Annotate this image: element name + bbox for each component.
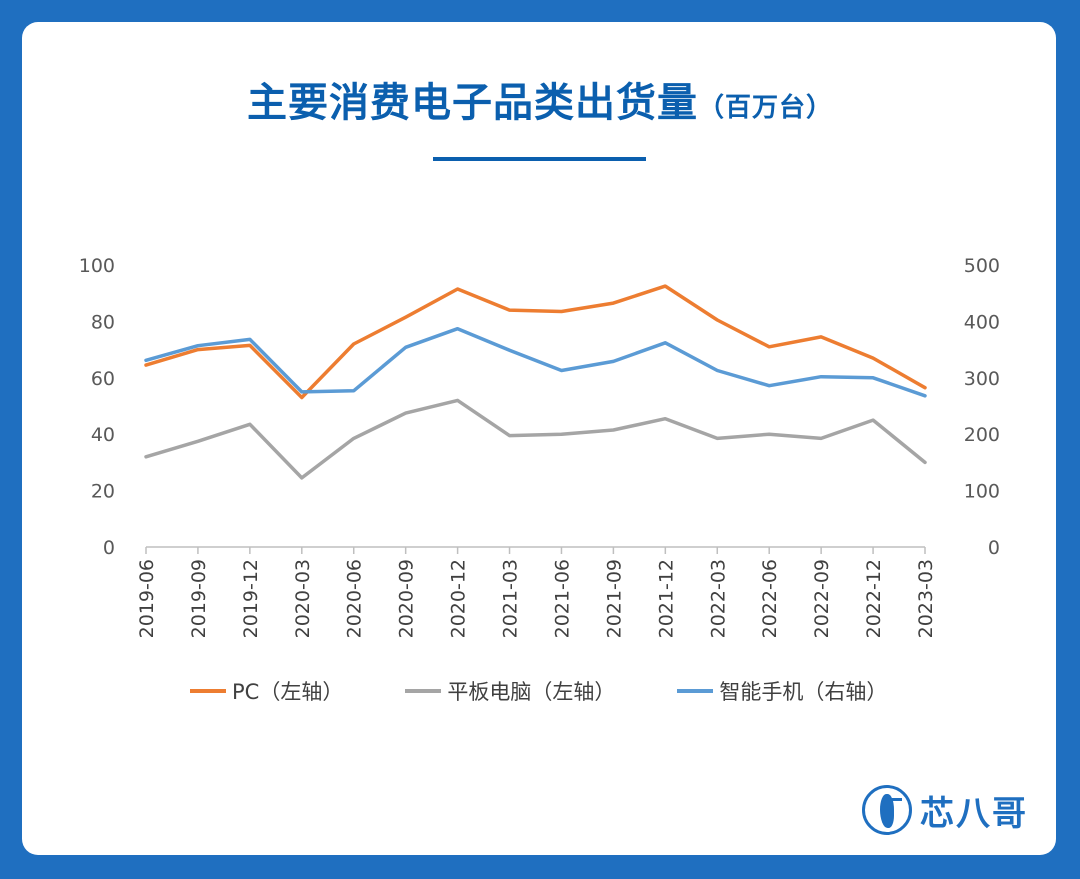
kingfisher-logo-icon xyxy=(862,785,912,835)
x-tick-label: 2022-12 xyxy=(863,559,885,638)
y-left-tick-label: 0 xyxy=(103,537,115,559)
x-tick-label: 2020-06 xyxy=(344,559,366,638)
legend-swatch-pc xyxy=(190,689,226,693)
legend-item-smartphone: 智能手机（右轴） xyxy=(677,676,887,706)
y-left-tick-label: 40 xyxy=(91,424,115,446)
x-tick-label: 2023-03 xyxy=(915,559,937,638)
x-tick-label: 2022-03 xyxy=(707,559,729,638)
x-tick-label: 2020-03 xyxy=(292,559,314,638)
series-line-pc xyxy=(144,284,927,400)
x-tick-label: 2021-06 xyxy=(551,559,573,638)
x-tick-label: 2022-09 xyxy=(811,559,833,638)
legend-item-tablet: 平板电脑（左轴） xyxy=(405,676,615,706)
x-tick-label: 2020-12 xyxy=(448,559,470,638)
y-left-tick-label: 100 xyxy=(79,255,115,277)
y-right-tick-label: 0 xyxy=(988,537,1000,559)
series-line-smartphone xyxy=(144,326,927,398)
title-text: 主要消费电子品类出货量 xyxy=(246,80,698,126)
brand-name: 芯八哥 xyxy=(920,793,1028,834)
brand: 芯八哥 xyxy=(862,782,1028,838)
y-right-tick-label: 400 xyxy=(964,311,1000,333)
title-unit: （百万台） xyxy=(697,93,833,123)
x-tick-label: 2022-06 xyxy=(759,559,781,638)
y-left-tick-label: 80 xyxy=(91,311,115,333)
y-right-tick-label: 200 xyxy=(964,424,1000,446)
x-tick-label: 2019-12 xyxy=(240,559,262,638)
legend-swatch-smartphone xyxy=(677,689,714,693)
legend-item-pc: PC（左轴） xyxy=(190,676,343,706)
legend-swatch-tablet xyxy=(405,689,442,693)
title-underline xyxy=(433,157,646,161)
x-tick-label: 2021-12 xyxy=(655,559,677,638)
y-right-tick-label: 100 xyxy=(964,481,1000,503)
y-left-tick-label: 60 xyxy=(91,368,115,390)
y-right-tick-label: 500 xyxy=(964,255,1000,277)
series-line-tablet xyxy=(144,398,927,480)
chart-title: 主要消费电子品类出货量（百万台） xyxy=(0,70,1080,128)
legend-label-pc: PC（左轴） xyxy=(232,680,344,704)
x-tick-label: 2021-03 xyxy=(500,559,522,638)
x-tick-label: 2020-09 xyxy=(396,559,418,638)
legend-label-tablet: 平板电脑（左轴） xyxy=(447,680,616,704)
y-left-tick-label: 20 xyxy=(91,481,115,503)
x-tick-label: 2019-09 xyxy=(188,559,210,638)
y-right-tick-label: 300 xyxy=(964,368,1000,390)
x-tick-label: 2021-09 xyxy=(603,559,625,638)
legend-label-smartphone: 智能手机（右轴） xyxy=(719,680,888,704)
x-tick-label: 2019-06 xyxy=(136,559,158,638)
legend: PC（左轴） 平板电脑（左轴） 智能手机（右轴） xyxy=(190,676,949,706)
